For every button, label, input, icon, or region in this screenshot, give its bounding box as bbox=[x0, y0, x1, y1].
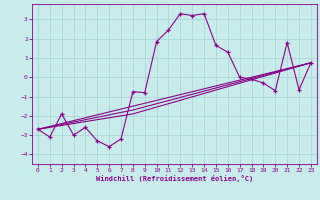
X-axis label: Windchill (Refroidissement éolien,°C): Windchill (Refroidissement éolien,°C) bbox=[96, 175, 253, 182]
